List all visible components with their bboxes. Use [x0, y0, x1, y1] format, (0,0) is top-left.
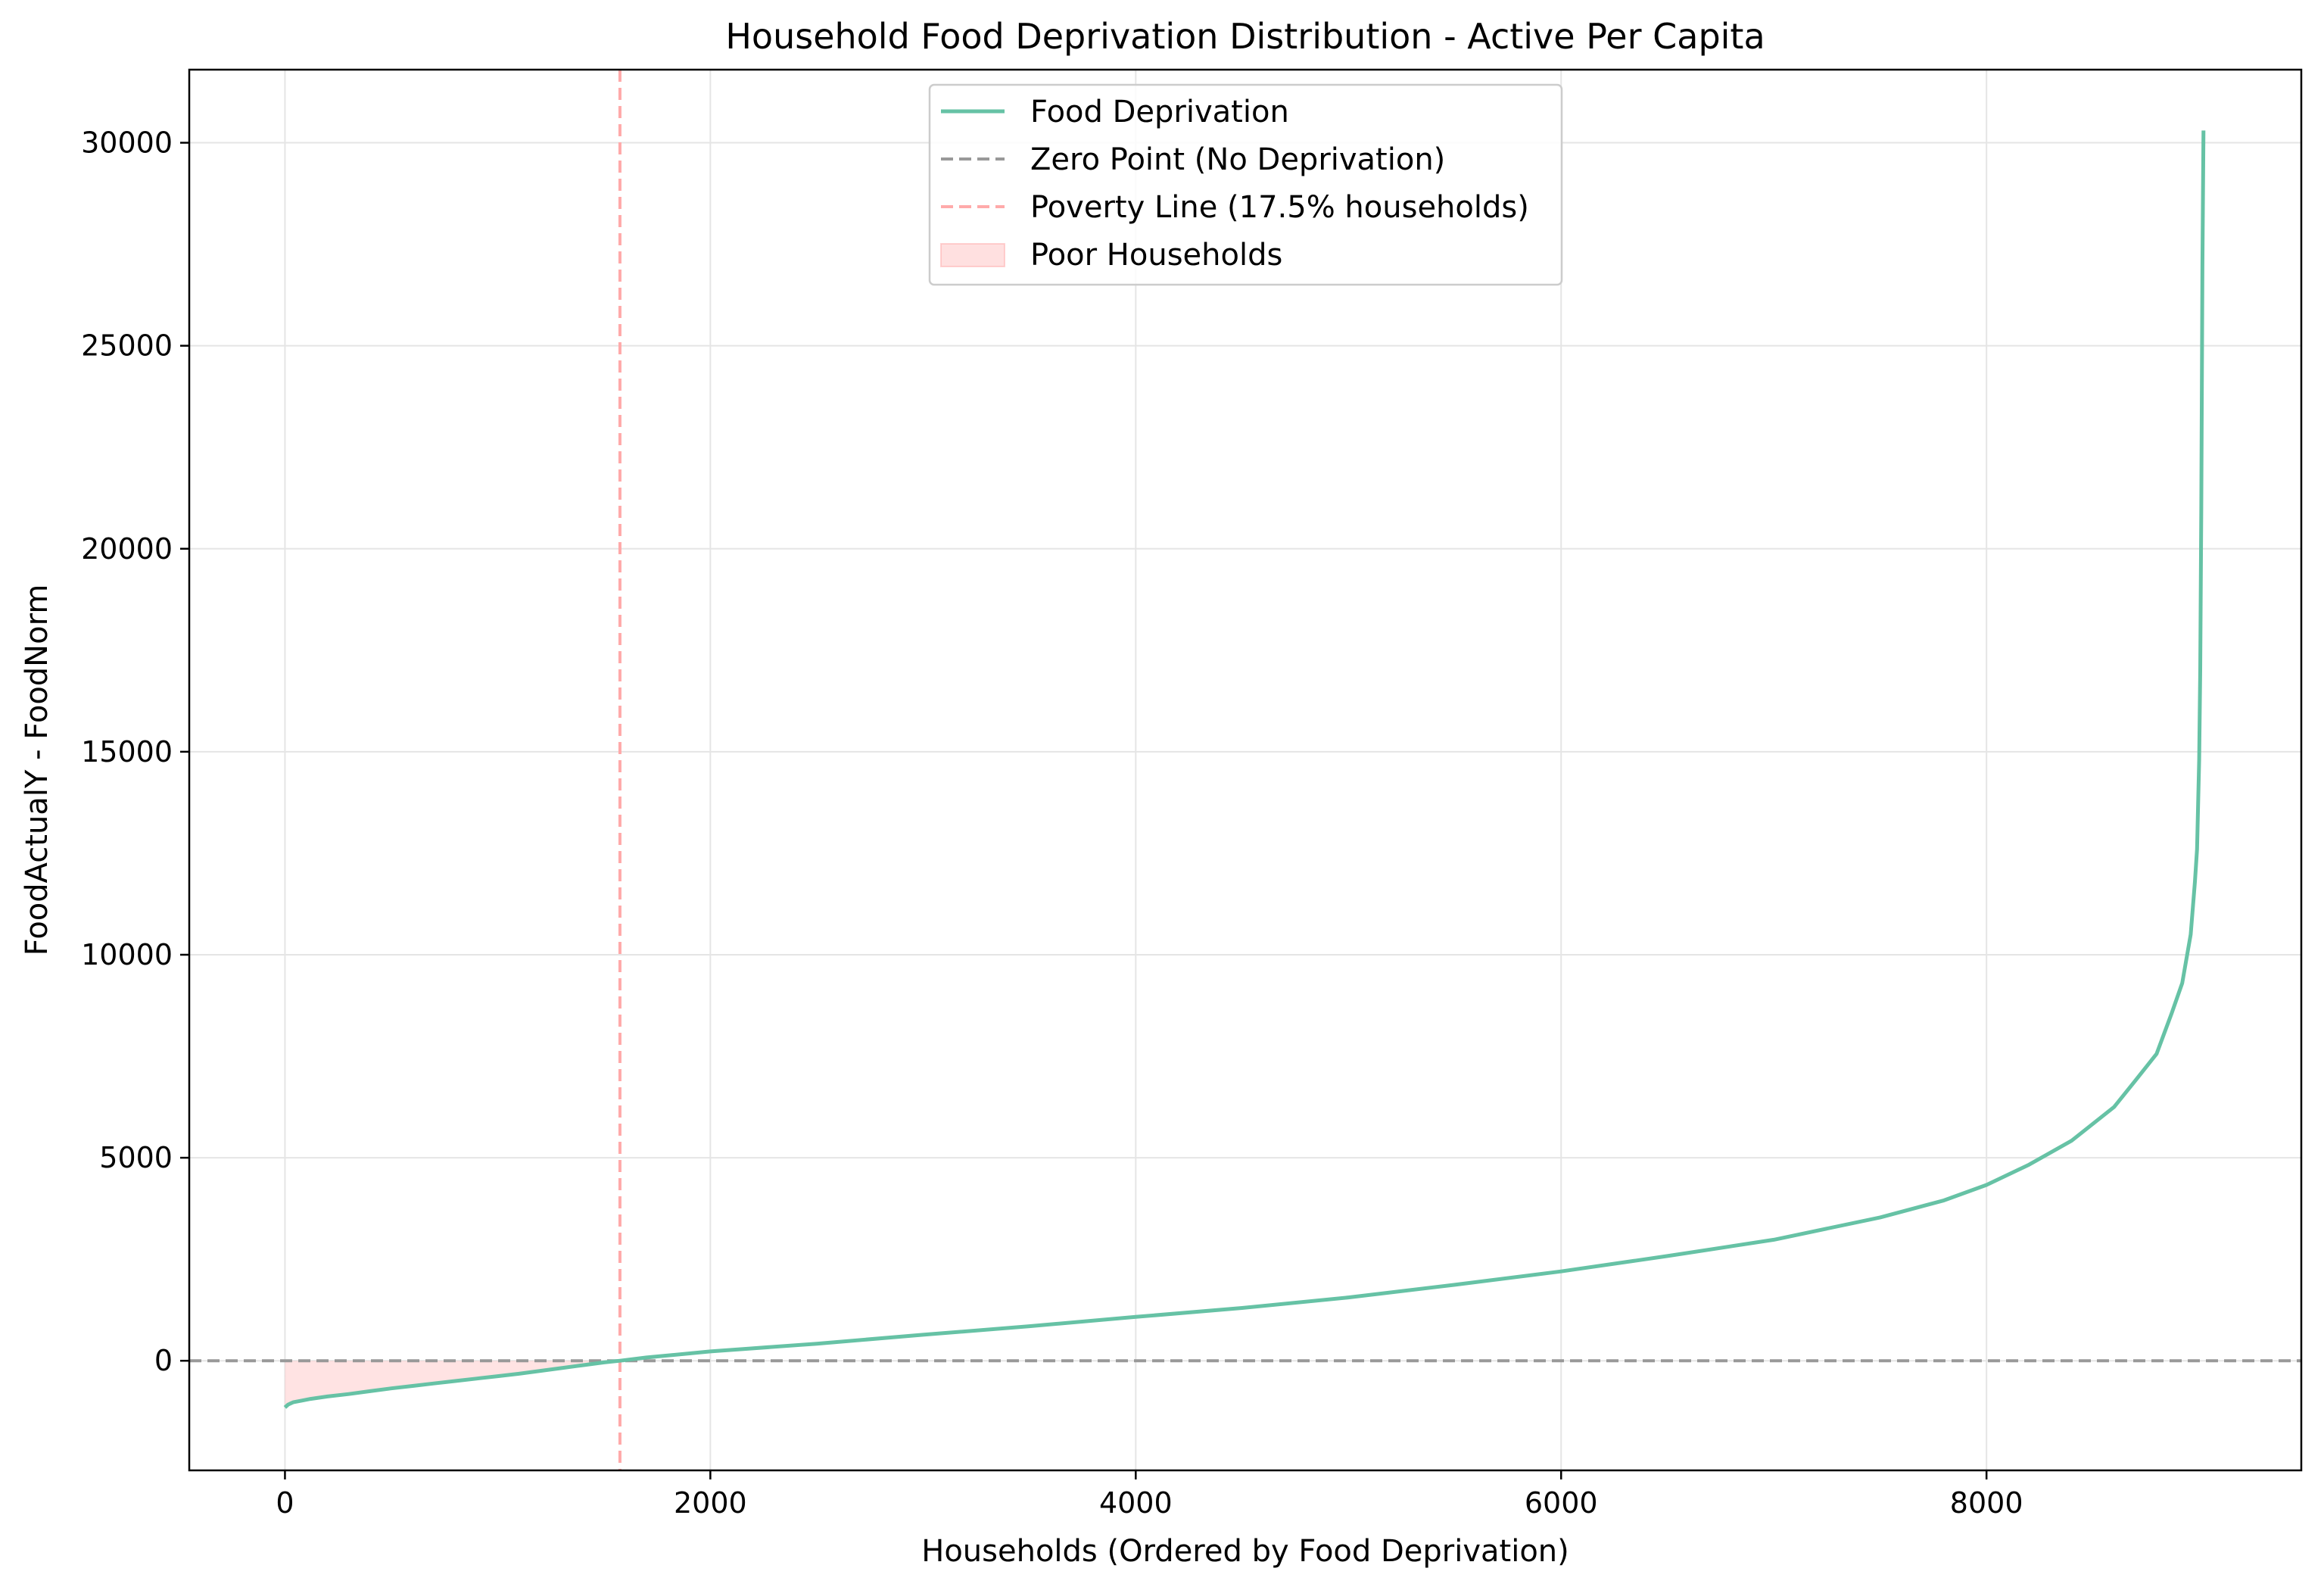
legend-label-poor-households: Poor Households [1030, 238, 1282, 273]
grid-lines [189, 70, 2301, 1470]
y-tick-label: 0 [154, 1344, 173, 1377]
y-tick-label: 30000 [81, 126, 173, 160]
legend-box [928, 83, 1563, 286]
y-axis-ticks: 0 5000 10000 15000 20000 25000 30000 [81, 126, 189, 1377]
plot-area [188, 68, 2303, 1472]
legend-label-zero-point: Zero Point (No Deprivation) [1030, 142, 1445, 177]
x-tick-label: 0 [276, 1486, 294, 1520]
legend: Food Deprivation Zero Point (No Deprivat… [928, 83, 1563, 286]
y-tick-label: 15000 [81, 735, 173, 768]
x-tick-label: 2000 [674, 1486, 747, 1520]
plot-frame [188, 68, 2303, 1472]
plot-background [189, 70, 2301, 1470]
y-tick-label: 20000 [81, 532, 173, 566]
x-tick-label: 6000 [1525, 1486, 1598, 1520]
chart-title: Household Food Deprivation Distribution … [725, 16, 1765, 57]
food-deprivation-line [283, 130, 2206, 1409]
legend-label-poverty-line: Poverty Line (17.5% households) [1030, 190, 1529, 225]
x-axis-ticks: 0 2000 4000 6000 8000 [276, 1470, 2023, 1520]
poor-households-fill [285, 1361, 620, 1408]
x-tick-label: 4000 [1099, 1486, 1173, 1520]
x-axis-label: Households (Ordered by Food Deprivation) [921, 1534, 1569, 1569]
legend-swatch-poor-households [940, 243, 1005, 267]
y-tick-label: 10000 [81, 938, 173, 971]
y-axis-label: FoodActualY - FoodNorm [20, 585, 55, 956]
y-tick-label: 25000 [81, 329, 173, 363]
y-tick-label: 5000 [99, 1141, 173, 1174]
x-tick-label: 8000 [1950, 1486, 2023, 1520]
legend-label-food-deprivation: Food Deprivation [1030, 95, 1289, 129]
